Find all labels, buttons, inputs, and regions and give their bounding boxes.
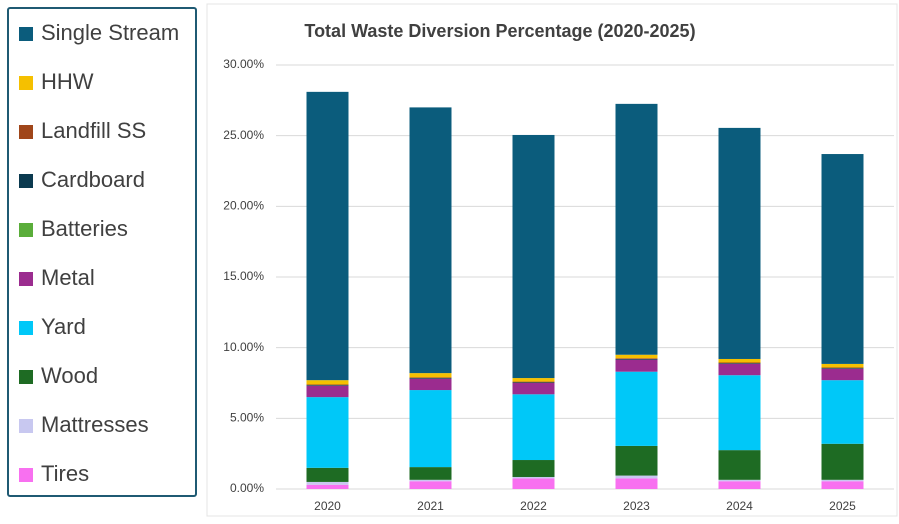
legend-swatch [19, 321, 33, 335]
legend-swatch [19, 272, 33, 286]
bar-segment [821, 368, 864, 369]
bar-segment [615, 354, 658, 359]
bar-segment [718, 481, 761, 489]
legend-swatch [19, 223, 33, 237]
bar-segment [821, 380, 864, 444]
bar-segment [512, 378, 555, 382]
bar-segment [821, 363, 864, 368]
bar-segment [615, 478, 658, 489]
legend-label: Single Stream [41, 20, 179, 45]
bar-segment [512, 383, 555, 395]
bar-segment [821, 154, 864, 364]
bar-segment [718, 450, 761, 480]
bar-segment [306, 481, 349, 485]
bar-segment [409, 378, 452, 391]
legend-label: Mattresses [41, 412, 149, 437]
y-tick-label: 10.00% [223, 340, 264, 354]
y-tick-label: 0.00% [230, 481, 264, 495]
bar-segment [512, 394, 555, 461]
x-tick-label: 2020 [314, 499, 341, 513]
legend-label: Wood [41, 363, 98, 388]
bar-segment [306, 467, 349, 482]
bar-segment [409, 373, 452, 378]
bar-segment [512, 478, 555, 489]
legend-swatch [19, 125, 33, 139]
bar-segment [409, 479, 452, 482]
bar-segment [409, 378, 452, 379]
bar-segment [615, 358, 658, 359]
bar-segment [409, 377, 452, 379]
bar-segment [821, 367, 864, 369]
bar-segment [409, 390, 452, 468]
legend-label: Cardboard [41, 167, 145, 192]
bar-segment [409, 481, 452, 489]
bar-segment [306, 484, 349, 489]
bar-segment [306, 91, 349, 381]
bar-segment [306, 385, 349, 386]
bar-segment [306, 380, 349, 385]
bar-segment [615, 359, 658, 372]
x-tick-label: 2024 [726, 499, 753, 513]
bar-segment [821, 479, 864, 482]
y-tick-label: 25.00% [223, 128, 264, 142]
legend-swatch [19, 419, 33, 433]
bar-segment [615, 475, 658, 479]
legend-swatch [19, 27, 33, 41]
legend-swatch [19, 370, 33, 384]
chart-frame [206, 3, 898, 517]
y-tick-label: 30.00% [223, 57, 264, 71]
legend-swatch [19, 468, 33, 482]
bar-segment [821, 368, 864, 381]
bar-segment [718, 375, 761, 451]
bar-segment [512, 134, 555, 379]
x-tick-label: 2025 [829, 499, 856, 513]
legend-label: Metal [41, 265, 95, 290]
bar-segment [409, 467, 452, 480]
legend-swatch [19, 174, 33, 188]
bar-segment [718, 358, 761, 363]
x-tick-label: 2021 [417, 499, 444, 513]
bar-segment [615, 445, 658, 476]
y-tick-label: 15.00% [223, 269, 264, 283]
bar-segment [718, 362, 761, 364]
bar-segment [821, 481, 864, 489]
x-tick-label: 2023 [623, 499, 650, 513]
bar-segment [615, 103, 658, 355]
bar-segment [615, 358, 658, 360]
legend-label: Batteries [41, 216, 128, 241]
legend-swatch [19, 76, 33, 90]
bar-segment [409, 107, 452, 374]
bar-segment [615, 371, 658, 446]
y-tick-label: 20.00% [223, 199, 264, 213]
bar-segment [718, 363, 761, 376]
bar-segment [718, 479, 761, 482]
y-tick-label: 5.00% [230, 411, 264, 425]
bar-segment [512, 476, 555, 479]
bar-segment [512, 382, 555, 383]
bar-segment [306, 397, 349, 468]
bar-segment [718, 127, 761, 359]
chart-title: Total Waste Diversion Percentage (2020-2… [304, 21, 695, 41]
legend-label: HHW [41, 69, 94, 94]
bar-segment [306, 385, 349, 398]
bar-segment [512, 460, 555, 477]
x-tick-label: 2022 [520, 499, 547, 513]
bar-segment [306, 384, 349, 386]
legend-box [7, 7, 197, 497]
bar-segment [512, 381, 555, 383]
legend-label: Landfill SS [41, 118, 146, 143]
bar-segment [821, 443, 864, 480]
bar-segment [718, 363, 761, 364]
legend-label: Tires [41, 461, 89, 486]
legend-label: Yard [41, 314, 86, 339]
